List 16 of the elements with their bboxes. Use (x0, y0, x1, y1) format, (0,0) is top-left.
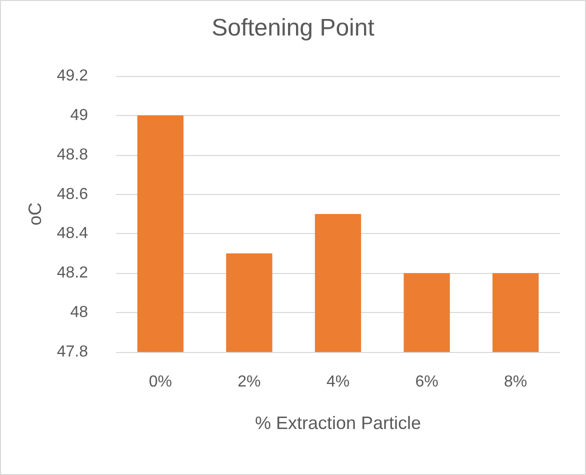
y-tick-label: 49.2 (56, 68, 88, 84)
x-tick-label: 4% (326, 374, 350, 390)
y-tick-label: 47.8 (56, 344, 88, 360)
x-axis-title: % Extraction Particle (254, 413, 422, 433)
x-tick-label: 6% (415, 374, 438, 390)
y-axis-title: oC (25, 202, 45, 226)
x-tick-label: 0% (148, 374, 172, 390)
y-tick-label: 48.2 (56, 264, 88, 282)
chart-title: Softening Point (212, 14, 375, 42)
y-tick-label: 48.6 (56, 186, 88, 203)
y-tick-label: 49 (70, 106, 88, 124)
y-tick-label: 48.8 (56, 146, 88, 164)
y-tick-label: 48.4 (56, 225, 88, 242)
x-tick-label: 8% (504, 374, 528, 390)
y-tick-label: 48 (70, 304, 88, 322)
x-tick-label: 2% (238, 374, 261, 390)
